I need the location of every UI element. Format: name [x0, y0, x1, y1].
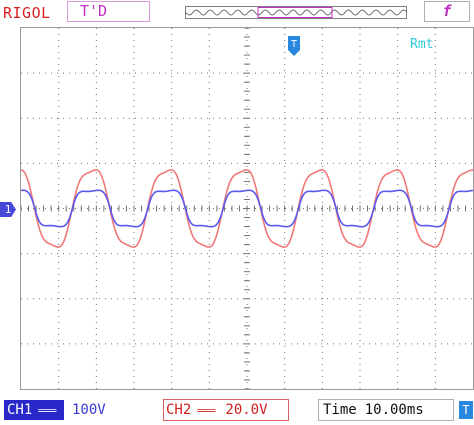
ch2-label: CH2 [166, 402, 192, 418]
timebase-icon[interactable]: T [459, 401, 473, 419]
memory-position-bar[interactable] [185, 6, 407, 19]
coupling-icon: ═══ [191, 406, 216, 417]
memory-window [257, 7, 333, 18]
memory-waveform-preview [186, 7, 406, 18]
ch1-channel-button[interactable]: CH1 ═══ [4, 400, 64, 420]
trigger-edge-indicator[interactable]: f [424, 1, 470, 22]
remote-indicator: Rmt [410, 37, 434, 52]
trigger-marker-label: T [291, 39, 297, 50]
acquisition-mode[interactable]: T'D [67, 1, 150, 22]
ch2-trace [21, 169, 473, 248]
trigger-edge-icon: f [442, 2, 452, 20]
brand-logo: RIGOL [3, 4, 51, 22]
waveform-plot [21, 28, 473, 389]
ch1-label: CH1 [7, 402, 33, 418]
trigger-position-marker[interactable]: T [288, 36, 300, 56]
timebase-button[interactable]: Time 10.00ms [318, 399, 454, 421]
ch2-scale: 20.0V [225, 402, 268, 418]
ch1-trace [21, 189, 473, 228]
ch2-channel-button[interactable]: CH2 ═══ 20.0V [163, 399, 289, 421]
coupling-icon: ═══ [32, 406, 57, 417]
time-scale: 10.00ms [364, 402, 424, 418]
memory-trace [186, 9, 406, 16]
ch1-scale: 100V [72, 402, 106, 418]
top-status-bar: RIGOL T'D f [0, 0, 474, 26]
bottom-status-bar: CH1 ═══ 100V CH2 ═══ 20.0V Time 10.00ms T [0, 398, 474, 425]
ch1-ground-marker[interactable]: 1 [0, 202, 16, 217]
waveform-display[interactable] [20, 27, 474, 390]
time-label: Time [323, 402, 357, 418]
